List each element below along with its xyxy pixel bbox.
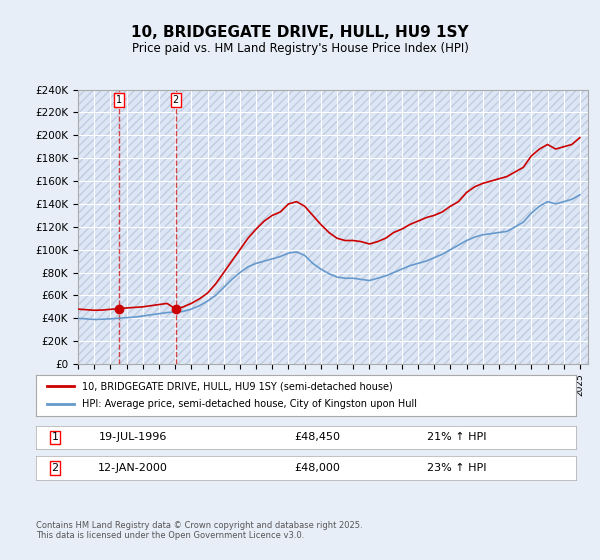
Text: 1: 1 — [52, 432, 58, 442]
Text: 21% ↑ HPI: 21% ↑ HPI — [427, 432, 487, 442]
Text: 10, BRIDGEGATE DRIVE, HULL, HU9 1SY: 10, BRIDGEGATE DRIVE, HULL, HU9 1SY — [131, 25, 469, 40]
Text: Contains HM Land Registry data © Crown copyright and database right 2025.
This d: Contains HM Land Registry data © Crown c… — [36, 521, 362, 540]
Text: HPI: Average price, semi-detached house, City of Kingston upon Hull: HPI: Average price, semi-detached house,… — [82, 399, 417, 409]
Text: £48,000: £48,000 — [294, 463, 340, 473]
Text: 19-JUL-1996: 19-JUL-1996 — [99, 432, 167, 442]
Text: 10, BRIDGEGATE DRIVE, HULL, HU9 1SY (semi-detached house): 10, BRIDGEGATE DRIVE, HULL, HU9 1SY (sem… — [82, 381, 392, 391]
Text: 12-JAN-2000: 12-JAN-2000 — [98, 463, 168, 473]
Text: £48,450: £48,450 — [294, 432, 340, 442]
Text: 1: 1 — [116, 95, 122, 105]
Text: 23% ↑ HPI: 23% ↑ HPI — [427, 463, 487, 473]
Text: Price paid vs. HM Land Registry's House Price Index (HPI): Price paid vs. HM Land Registry's House … — [131, 42, 469, 55]
Text: 2: 2 — [52, 463, 58, 473]
Text: 2: 2 — [173, 95, 179, 105]
